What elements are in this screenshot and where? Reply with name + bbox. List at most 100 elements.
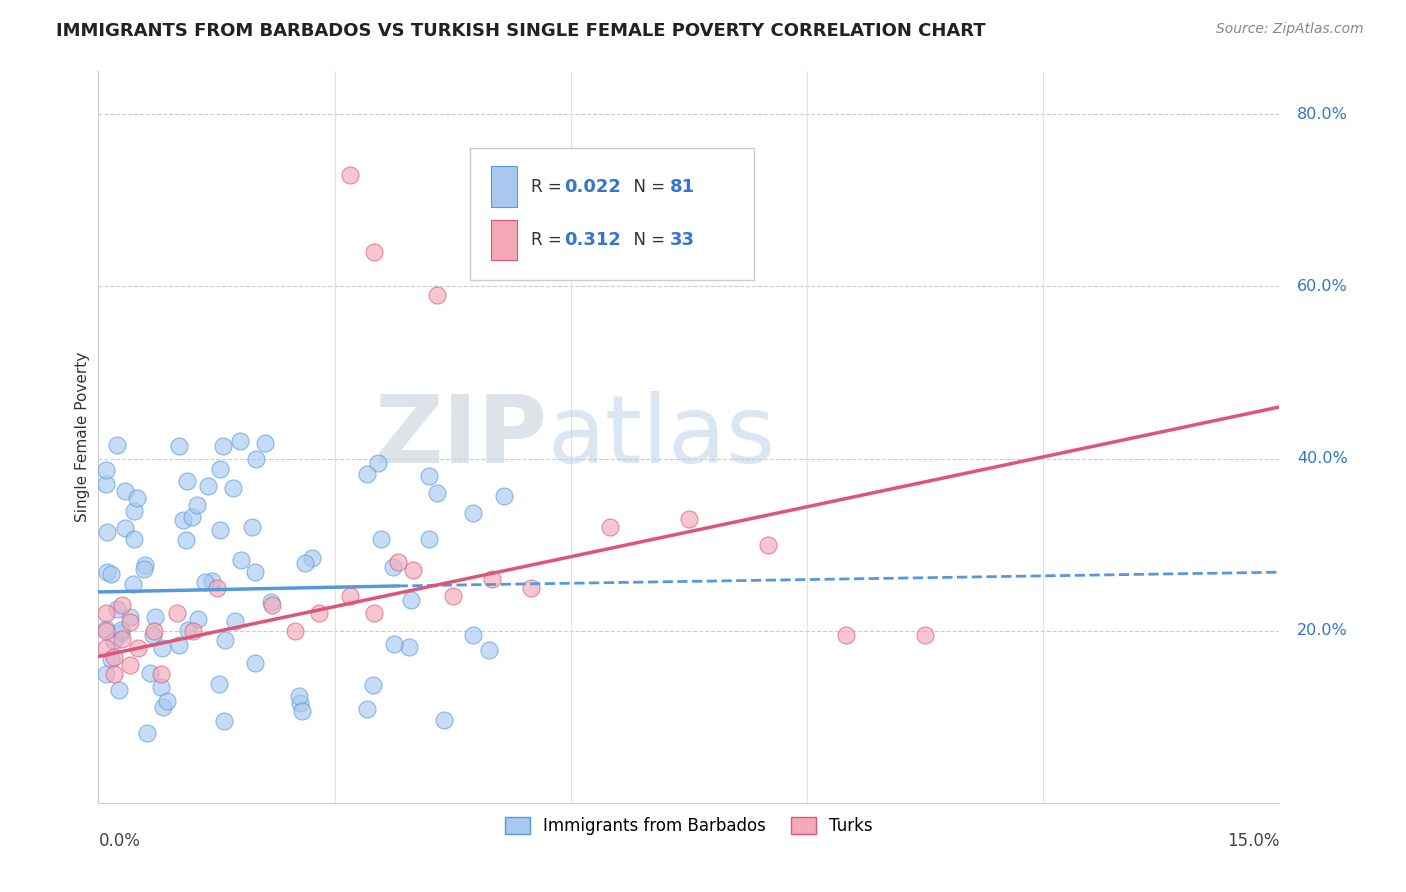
Point <box>176 474 198 488</box>
Point <box>118 615 141 629</box>
Point <box>356 467 378 482</box>
Point <box>166 607 188 621</box>
Point <box>212 714 235 729</box>
Point <box>96 477 118 491</box>
Point <box>426 486 449 500</box>
Point <box>441 589 464 603</box>
Point <box>240 519 263 533</box>
Point <box>110 626 132 640</box>
Text: 20.0%: 20.0% <box>1298 624 1348 638</box>
Point <box>231 553 253 567</box>
Point <box>142 624 165 638</box>
Point <box>756 538 779 552</box>
Point <box>118 658 141 673</box>
Point <box>125 491 148 505</box>
Point <box>96 463 118 477</box>
Point <box>150 641 173 656</box>
Point <box>229 434 252 449</box>
Point <box>291 704 314 718</box>
Point <box>156 694 179 708</box>
Point <box>105 601 128 615</box>
Text: N =: N = <box>623 178 671 195</box>
Point <box>308 607 330 621</box>
Point <box>114 521 136 535</box>
Point <box>96 667 118 681</box>
FancyBboxPatch shape <box>471 148 754 280</box>
Point <box>426 288 449 302</box>
Point <box>96 640 118 655</box>
Point <box>111 632 134 647</box>
Point <box>339 168 361 182</box>
Text: N =: N = <box>623 231 671 249</box>
Point <box>103 649 125 664</box>
Point <box>260 598 283 612</box>
Point <box>150 666 173 681</box>
Text: 81: 81 <box>671 178 695 195</box>
Point <box>110 624 132 638</box>
Text: R =: R = <box>530 231 567 249</box>
Point <box>301 551 323 566</box>
Point <box>339 589 361 603</box>
Text: atlas: atlas <box>547 391 776 483</box>
Point <box>214 632 236 647</box>
Point <box>142 628 165 642</box>
Point <box>122 577 145 591</box>
Point <box>127 640 149 655</box>
Point <box>418 468 440 483</box>
Text: 80.0%: 80.0% <box>1298 107 1348 122</box>
Legend: Immigrants from Barbados, Turks: Immigrants from Barbados, Turks <box>498 811 880 842</box>
Point <box>122 532 145 546</box>
Point <box>96 624 118 638</box>
Point <box>145 610 167 624</box>
Text: ZIP: ZIP <box>374 391 547 483</box>
Point <box>96 623 118 637</box>
Text: 0.312: 0.312 <box>564 231 620 249</box>
Point <box>361 678 384 692</box>
Point <box>481 572 503 586</box>
Point <box>356 702 378 716</box>
Point <box>367 456 389 470</box>
Point <box>187 611 209 625</box>
Point <box>100 566 122 581</box>
Point <box>167 638 190 652</box>
Point <box>207 677 229 691</box>
Point <box>201 574 224 589</box>
Point <box>96 524 118 539</box>
Point <box>835 628 858 642</box>
Point <box>492 489 515 503</box>
Point <box>136 726 159 740</box>
Point <box>105 438 128 452</box>
Point <box>194 574 217 589</box>
Point <box>222 482 245 496</box>
Point <box>208 462 231 476</box>
Point <box>212 439 235 453</box>
Point <box>363 245 385 260</box>
Text: 33: 33 <box>671 231 695 249</box>
Point <box>284 624 307 638</box>
Bar <box>491 219 516 260</box>
Point <box>197 479 219 493</box>
Point <box>290 696 312 710</box>
Point <box>172 513 194 527</box>
Point <box>186 499 208 513</box>
Point <box>245 565 267 579</box>
Point <box>478 643 501 657</box>
Point <box>678 512 700 526</box>
Point <box>107 682 129 697</box>
Text: 0.0%: 0.0% <box>98 832 141 850</box>
Point <box>433 713 456 727</box>
Point <box>418 533 440 547</box>
Point <box>520 581 543 595</box>
Point <box>461 628 484 642</box>
Point <box>399 593 422 607</box>
Point <box>96 566 118 580</box>
Text: Source: ZipAtlas.com: Source: ZipAtlas.com <box>1216 22 1364 37</box>
Point <box>463 507 485 521</box>
Point <box>181 509 204 524</box>
Point <box>96 607 118 621</box>
Point <box>111 598 134 612</box>
Text: 15.0%: 15.0% <box>1227 832 1279 850</box>
Point <box>260 595 283 609</box>
Point <box>224 615 246 629</box>
Point <box>103 634 125 648</box>
